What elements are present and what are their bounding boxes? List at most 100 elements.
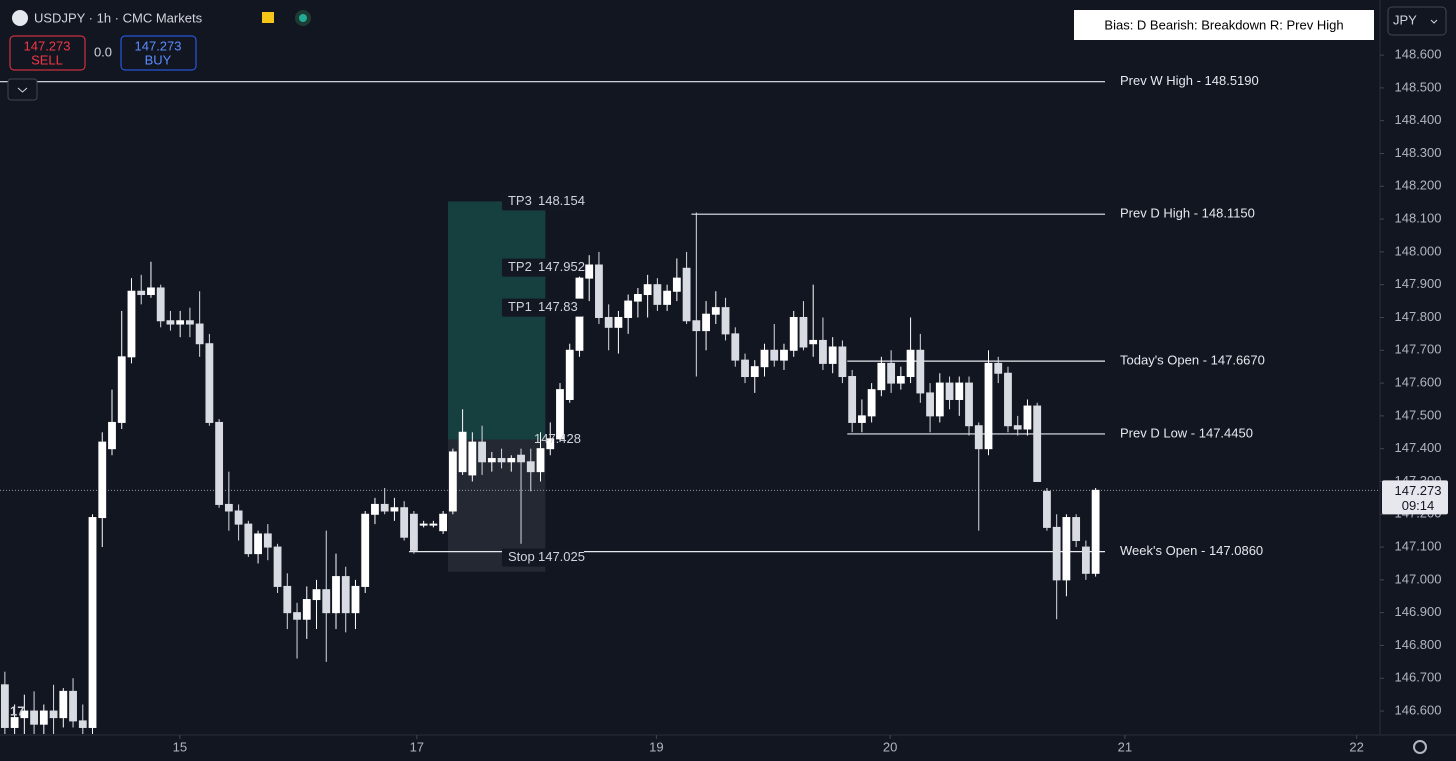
- candle-body: [244, 523, 253, 555]
- entry-value: 147.428: [534, 431, 581, 446]
- bias-box: [1074, 10, 1374, 40]
- candle-body: [341, 576, 350, 614]
- candle-body: [711, 307, 720, 315]
- candle-body: [39, 710, 48, 725]
- candle-body: [741, 359, 749, 378]
- candle-body: [536, 448, 545, 473]
- candle-body: [935, 382, 944, 417]
- candle-body: [828, 346, 837, 364]
- candle-body: [254, 533, 262, 555]
- candle-body: [916, 349, 925, 394]
- candle-body: [0, 684, 9, 728]
- candle-body: [448, 451, 457, 512]
- candle-body: [556, 389, 564, 440]
- plot: [0, 81, 1380, 735]
- candle-body: [974, 425, 983, 450]
- candle-body: [1043, 490, 1051, 528]
- flag-icon: [12, 10, 28, 26]
- candle-body: [1072, 517, 1081, 542]
- sell-button[interactable]: [9, 35, 86, 71]
- target-label: TP3: [508, 193, 532, 208]
- level-label: Today's Open - 147.6670: [1120, 353, 1265, 368]
- target-label: TP2: [508, 259, 532, 274]
- candle-body: [147, 287, 155, 296]
- candle-body: [127, 290, 136, 358]
- candle-body: [478, 441, 486, 463]
- x-tick-label: 20: [883, 739, 897, 754]
- y-tick-label: 148.600: [1395, 47, 1442, 62]
- y-tick-label: 147.400: [1395, 440, 1442, 455]
- level-label: Week's Open - 147.0860: [1120, 543, 1263, 558]
- y-tick-label: 147.700: [1395, 342, 1442, 357]
- candle-body: [380, 503, 389, 512]
- candle-body: [185, 320, 194, 325]
- y-tick-label: 146.900: [1395, 604, 1442, 619]
- countdown: 09:14: [1402, 498, 1435, 513]
- x-tick-label: 21: [1118, 739, 1132, 754]
- candle-body: [1091, 489, 1100, 574]
- candle-body: [59, 690, 68, 719]
- buy-button[interactable]: [120, 35, 197, 71]
- y-tick-label: 148.400: [1395, 112, 1442, 127]
- candle-body: [312, 589, 321, 601]
- target-tag-bg: [501, 258, 584, 277]
- candle-body: [302, 599, 311, 620]
- profit-zone: [447, 201, 546, 440]
- candle-body: [1033, 405, 1042, 482]
- chevron: [17, 87, 28, 93]
- settings-icon[interactable]: [1413, 740, 1427, 754]
- candle-body: [487, 458, 496, 463]
- buy-label: BUY: [145, 52, 172, 67]
- currency: JPY: [1393, 12, 1417, 27]
- x-tick-label: 22: [1349, 739, 1363, 754]
- candle-body: [439, 513, 448, 532]
- candle-body: [721, 307, 730, 335]
- candle-body: [1081, 546, 1090, 574]
- candle-body: [215, 421, 224, 505]
- candle-body: [926, 392, 934, 417]
- candle-body: [10, 717, 19, 728]
- candle-body: [20, 710, 29, 719]
- y-tick-label: 146.700: [1395, 670, 1442, 685]
- candle-body: [867, 389, 876, 417]
- candle-body: [604, 316, 613, 328]
- candle-body: [117, 356, 126, 423]
- candle-body: [429, 523, 438, 526]
- candle-body: [371, 503, 379, 515]
- candle-body: [770, 349, 779, 361]
- candle-body: [293, 612, 301, 620]
- candle-body: [108, 421, 116, 450]
- x-tick-label: 17: [410, 739, 424, 754]
- level-label: Prev D Low - 147.4450: [1120, 425, 1253, 440]
- candle-body: [819, 339, 827, 364]
- candle-body: [750, 366, 759, 378]
- collapse-button[interactable]: [7, 78, 38, 101]
- candle-body: [1052, 526, 1061, 581]
- flag[interactable]: [262, 12, 274, 23]
- last-price-tag: [1382, 480, 1448, 515]
- candle-body: [263, 533, 272, 548]
- candle-body: [49, 710, 58, 719]
- candle-body: [137, 290, 146, 296]
- candle-body: [1013, 425, 1022, 430]
- level-label: Prev D High - 148.1150: [1120, 206, 1255, 221]
- candle-body: [156, 287, 165, 322]
- target-value: 148.154: [538, 193, 585, 208]
- candle-body: [633, 294, 642, 302]
- candle-body: [848, 376, 857, 423]
- stop-value: 147.025: [538, 549, 585, 564]
- candle-body: [30, 710, 38, 725]
- currency-select[interactable]: [1387, 6, 1447, 36]
- candle-body: [692, 320, 701, 332]
- y-tick-label: 147.800: [1395, 309, 1442, 324]
- target-value: 147.83: [538, 299, 578, 314]
- candle-body: [565, 349, 574, 400]
- last-price: 147.273: [1395, 483, 1442, 498]
- candle-body: [224, 503, 233, 512]
- status-dot: [299, 14, 307, 22]
- candle-body: [896, 376, 905, 384]
- candle-body: [887, 362, 896, 384]
- candle-body: [507, 458, 516, 463]
